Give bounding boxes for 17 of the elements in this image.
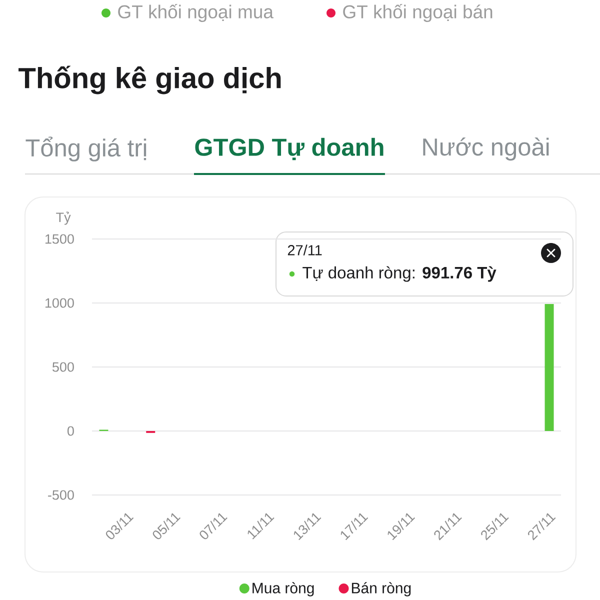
text: GT khối ngoại bán — [343, 4, 492, 22]
y-axis-title: Tỷ — [56, 212, 71, 225]
text: Nước ngoài — [423, 137, 549, 161]
annotation: Tự doanh ròng: 991.76 Tỳ — [302, 266, 496, 282]
legend-label: Bán ròng — [352, 582, 411, 596]
y-tick-label: 0 — [67, 426, 74, 436]
y-tick-label: 500 — [52, 362, 74, 372]
y-tick-label: -500 — [48, 490, 74, 500]
bar — [544, 304, 554, 432]
text: GT khối ngoại mua — [118, 4, 274, 22]
legend-label: Mua ròng — [252, 582, 314, 596]
y-tick-label: 1000 — [45, 298, 74, 308]
chart-title: Thống kê giao dịch — [18, 66, 281, 94]
text: Tổng giá trị — [26, 136, 146, 162]
y-tick-label: 1500 — [45, 234, 74, 244]
chart-subtitle: GTGD Tự doanh — [195, 138, 384, 160]
annotation: 27/11 — [288, 244, 322, 256]
